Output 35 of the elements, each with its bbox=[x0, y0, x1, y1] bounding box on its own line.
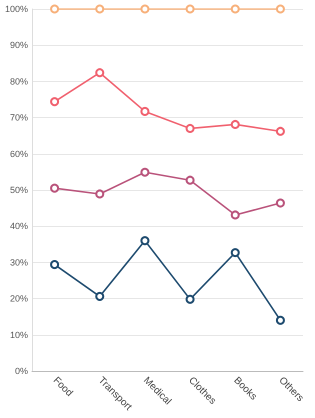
point bbox=[140, 236, 150, 246]
point bbox=[276, 198, 285, 208]
point bbox=[95, 189, 104, 198]
point bbox=[140, 106, 150, 116]
point bbox=[50, 184, 60, 193]
y-tick-label: 90% bbox=[10, 40, 28, 50]
point bbox=[230, 120, 240, 129]
point bbox=[50, 97, 60, 106]
point bbox=[50, 4, 60, 14]
point bbox=[230, 248, 240, 258]
point bbox=[186, 4, 195, 14]
point bbox=[95, 68, 104, 78]
point bbox=[276, 4, 285, 14]
y-tick-label: 30% bbox=[10, 257, 28, 268]
point bbox=[230, 210, 240, 220]
y-tick-label: 80% bbox=[10, 76, 28, 86]
point bbox=[140, 168, 150, 177]
y-tick-label: 10% bbox=[10, 330, 28, 340]
y-tick-label: 20% bbox=[10, 294, 28, 304]
y-tick-label: 60% bbox=[10, 148, 28, 159]
point bbox=[186, 294, 195, 304]
point bbox=[186, 124, 195, 133]
y-tick-label: 0% bbox=[14, 366, 28, 376]
point bbox=[276, 316, 285, 325]
point bbox=[95, 292, 104, 301]
point bbox=[95, 4, 104, 14]
point bbox=[230, 4, 240, 14]
y-tick-label: 50% bbox=[10, 185, 28, 195]
point bbox=[276, 126, 285, 136]
y-tick-label: 100% bbox=[4, 4, 28, 14]
point bbox=[186, 176, 195, 185]
point bbox=[140, 4, 150, 14]
point bbox=[50, 260, 60, 270]
y-tick-label: 40% bbox=[10, 221, 28, 232]
y-tick-label: 70% bbox=[10, 112, 28, 123]
